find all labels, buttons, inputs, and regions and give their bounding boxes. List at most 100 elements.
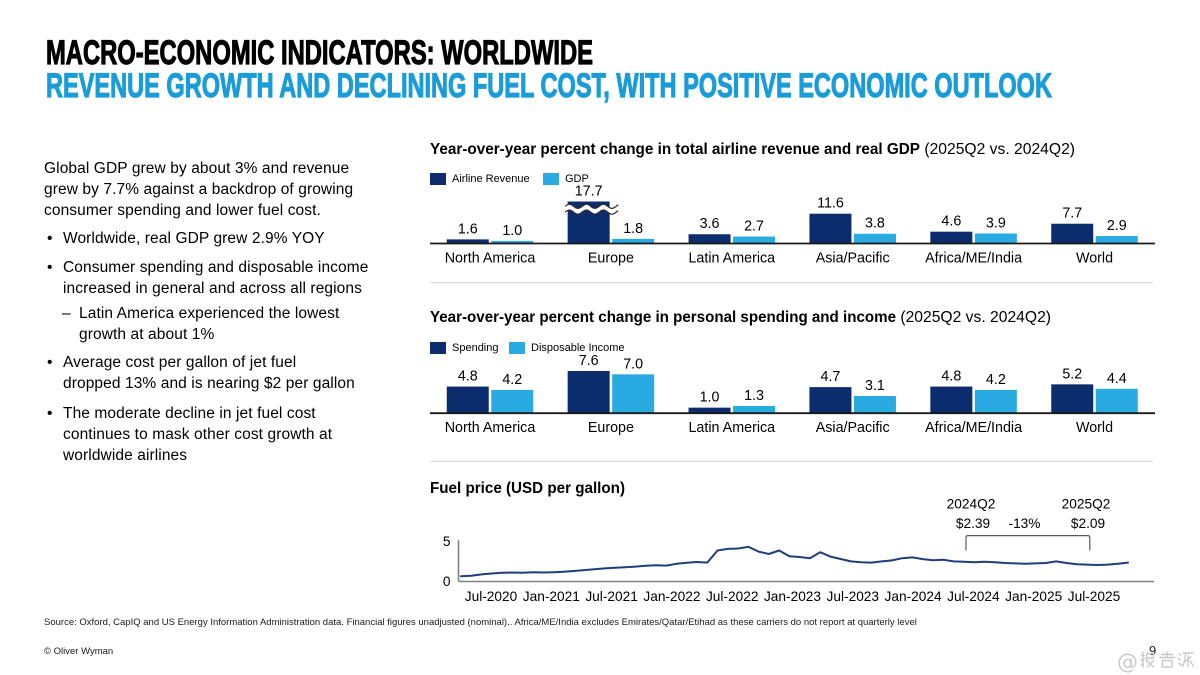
value-label: 3.6 (700, 216, 720, 232)
bar-Africa/ME/India-Airline Revenue (930, 231, 973, 244)
list-item: Latin America experienced the lowest gro… (44, 303, 400, 345)
fuel-price-line (460, 545, 1129, 578)
separator-2 (430, 461, 1153, 462)
category-label: North America (445, 420, 536, 436)
bar-Latin America-Spending (688, 407, 731, 414)
value-label: 2.7 (744, 219, 764, 235)
category-label: Africa/ME/India (925, 251, 1022, 267)
value-label: 17.7 (575, 184, 603, 200)
chart2-title-bold: Year-over-year percent change in persona… (430, 309, 896, 327)
bar-Asia/Pacific-GDP (853, 233, 896, 244)
chart2-title: Year-over-year percent change in persona… (430, 309, 1051, 327)
watermark-at-sign: @ (1117, 650, 1138, 674)
fuel-price-chart: 0 5 Jul-2020 Jan-2021 Jul-2021 Jan-2022 Jul-20… (443, 497, 1154, 604)
annotation-change: -13% (1009, 516, 1041, 531)
bar-Africa/ME/India-Disposable Income (974, 389, 1017, 414)
bar-World-GDP (1095, 236, 1138, 244)
watermark-cjk-strokes (1140, 651, 1195, 669)
break-band (565, 204, 619, 215)
y-tick-label: 0 (443, 574, 451, 589)
annotation-left-label: 2024Q2 (947, 497, 996, 512)
bar-North America-Disposable Income (491, 389, 534, 414)
annotation-right-label: 2025Q2 (1062, 497, 1111, 512)
x-tick-label: Jul-2021 (585, 589, 638, 604)
x-tick-label: Jul-2022 (706, 589, 759, 604)
bar-Asia/Pacific-Spending (809, 387, 852, 414)
bar-World-Airline Revenue (1051, 223, 1094, 244)
intro-paragraph: Global GDP grew by about 3% and revenue … (44, 160, 354, 220)
legend-swatch-airline-revenue (430, 173, 446, 185)
break-line (564, 209, 619, 215)
separator-1 (430, 282, 1153, 283)
category-label: Latin America (688, 420, 775, 436)
value-label: 11.6 (817, 196, 844, 212)
bar-World-Spending (1051, 384, 1094, 414)
value-label: 4.8 (458, 369, 478, 385)
legend-label-airline-revenue: Airline Revenue (452, 173, 530, 185)
value-label: 2.9 (1107, 218, 1127, 234)
category-label: World (1076, 420, 1113, 436)
x-tick-label: Jul-2023 (827, 589, 880, 604)
value-label: 4.2 (986, 372, 1006, 388)
value-label: 4.6 (941, 214, 961, 230)
x-tick-label: Jul-2024 (947, 589, 1000, 604)
chart1-title-bold: Year-over-year percent change in total a… (430, 140, 920, 158)
bar-Africa/ME/India-GDP (974, 233, 1017, 244)
value-label: 7.7 (1062, 206, 1082, 222)
commentary-panel: Global GDP grew by about 3% and revenue … (44, 158, 400, 473)
page-number: 9 (1149, 643, 1157, 658)
y-tick-label: 5 (443, 534, 451, 549)
bar-Latin America-GDP (733, 236, 776, 244)
category-label: Asia/Pacific (816, 420, 890, 436)
bar-Latin America-Disposable Income (733, 405, 776, 414)
x-tick-label: Jan-2022 (643, 589, 700, 604)
bar-Latin America-Airline Revenue (688, 234, 731, 244)
legend-label-spending: Spending (452, 342, 499, 354)
value-label: 4.7 (821, 369, 841, 385)
chart1-title-period: (2025Q2 vs. 2024Q2) (920, 140, 1075, 158)
bar-Europe-Spending (567, 371, 610, 414)
legend-label-gdp: GDP (565, 173, 589, 185)
chart3-title-bold: Fuel price (USD per gallon) (430, 479, 625, 497)
value-label: 3.1 (865, 378, 885, 394)
category-label: North America (445, 251, 536, 267)
bar-Asia/Pacific-Airline Revenue (809, 213, 852, 244)
value-label: 4.2 (502, 372, 522, 388)
annotation-left-value: $2.39 (956, 516, 990, 531)
value-label: 4.4 (1107, 371, 1127, 387)
chart1-title: Year-over-year percent change in total a… (430, 141, 1075, 159)
value-label: 3.9 (986, 215, 1006, 231)
legend-swatch-gdp (543, 173, 559, 185)
chart2-bars: 4.8 4.2 North America 7.6 7.0 Europe 1.0 1.3 Lat… (430, 353, 1155, 436)
bar-North America-Spending (446, 386, 489, 414)
value-label: 1.6 (458, 221, 478, 237)
bar-Europe-GDP (612, 238, 655, 244)
watermark: @ (1117, 650, 1195, 674)
x-tick-label: Jan-2025 (1005, 589, 1062, 604)
page-title: MACRO-ECONOMIC INDICATORS: WORLDWIDE (46, 34, 594, 73)
category-label: Europe (588, 420, 634, 436)
category-label: Africa/ME/India (925, 420, 1022, 436)
x-tick-label: Jul-2025 (1068, 589, 1121, 604)
x-tick-label: Jan-2024 (885, 589, 942, 604)
chart3-title: Fuel price (USD per gallon) (430, 480, 625, 498)
list-item: Average cost per gallon of jet fuel drop… (44, 352, 400, 394)
list-item: Consumer spending and disposable income … (44, 257, 400, 299)
bar-Europe-Disposable Income (612, 374, 655, 414)
legend-swatch-disposable-income (509, 342, 525, 354)
legend-swatch-spending (430, 342, 446, 354)
annotation-right-value: $2.09 (1071, 516, 1105, 531)
category-label: Europe (588, 251, 634, 267)
x-tick-label: Jan-2023 (764, 589, 821, 604)
legend-label-disposable-income: Disposable Income (531, 342, 625, 354)
chart1-legend: Airline Revenue GDP (430, 173, 1155, 186)
value-label: 1.3 (744, 388, 764, 404)
chart2-legend: Spending Disposable Income (430, 342, 1155, 355)
page-subtitle: REVENUE GROWTH AND DECLINING FUEL COST, … (46, 67, 1053, 106)
bullet-list: Worldwide, real GDP grew 2.9% YOY Consume… (44, 228, 400, 466)
value-label: 3.8 (865, 216, 885, 232)
bar-World-Disposable Income (1095, 388, 1138, 414)
x-tick-label: Jan-2021 (523, 589, 580, 604)
bar-North America-Airline Revenue (446, 239, 489, 244)
copyright: © Oliver Wyman (44, 646, 114, 657)
